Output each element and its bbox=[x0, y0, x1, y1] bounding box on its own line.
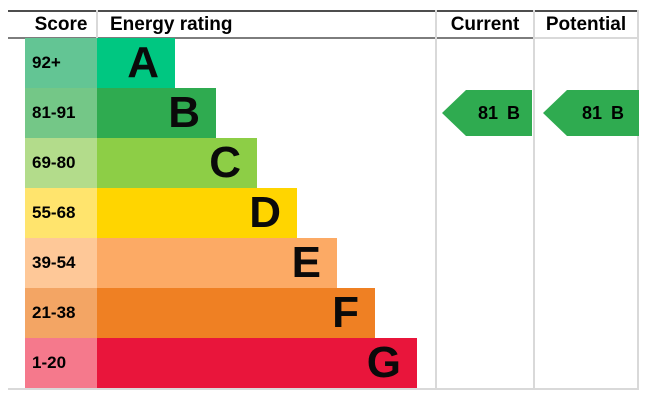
band-bar: B bbox=[97, 88, 216, 138]
band-bar: F bbox=[97, 288, 375, 338]
band-row-g: 1-20 G bbox=[0, 338, 658, 388]
score-column-divider bbox=[96, 10, 98, 38]
table-right-border bbox=[637, 10, 639, 388]
potential-rating-band: B bbox=[611, 102, 625, 123]
band-row-d: 55-68 D bbox=[0, 188, 658, 238]
score-cell: 1-20 bbox=[25, 338, 97, 388]
score-cell: 21-38 bbox=[25, 288, 97, 338]
band-letter: C bbox=[209, 138, 241, 187]
band-letter: D bbox=[249, 188, 281, 237]
band-row-c: 69-80 C bbox=[0, 138, 658, 188]
band-bar: D bbox=[97, 188, 297, 238]
potential-rating-arrow: 81 B bbox=[543, 90, 639, 136]
band-letter: G bbox=[366, 338, 401, 387]
score-cell: 69-80 bbox=[25, 138, 97, 188]
potential-rating-score: 81 bbox=[581, 102, 603, 123]
table-bottom-border bbox=[8, 388, 639, 390]
band-letter: B bbox=[168, 88, 200, 137]
band-letter: E bbox=[291, 238, 321, 287]
band-row-e: 39-54 E bbox=[0, 238, 658, 288]
band-bar: C bbox=[97, 138, 257, 188]
potential-column-divider bbox=[533, 10, 535, 388]
score-cell: 92+ bbox=[25, 38, 97, 88]
header-underline-right bbox=[533, 37, 639, 39]
band-letter: F bbox=[332, 288, 359, 337]
current-rating-score: 81 bbox=[477, 102, 499, 123]
score-cell: 81-91 bbox=[25, 88, 97, 138]
current-rating-band: B bbox=[507, 102, 521, 123]
table-top-border bbox=[8, 10, 639, 12]
score-cell: 39-54 bbox=[25, 238, 97, 288]
band-row-f: 21-38 F bbox=[0, 288, 658, 338]
band-bar: G bbox=[97, 338, 417, 388]
band-letter: A bbox=[127, 38, 159, 87]
score-cell: 55-68 bbox=[25, 188, 97, 238]
band-row-a: 92+ A bbox=[0, 38, 658, 88]
score-header: Score bbox=[34, 14, 88, 35]
band-bar: A bbox=[97, 38, 175, 88]
potential-header: Potential bbox=[545, 14, 627, 35]
band-bar: E bbox=[97, 238, 337, 288]
band-row-b: 81-91 B bbox=[0, 88, 658, 138]
energy-rating-header: Energy rating bbox=[110, 14, 233, 35]
header-underline bbox=[8, 37, 533, 39]
current-header: Current bbox=[450, 14, 520, 35]
current-column-divider bbox=[435, 10, 437, 388]
